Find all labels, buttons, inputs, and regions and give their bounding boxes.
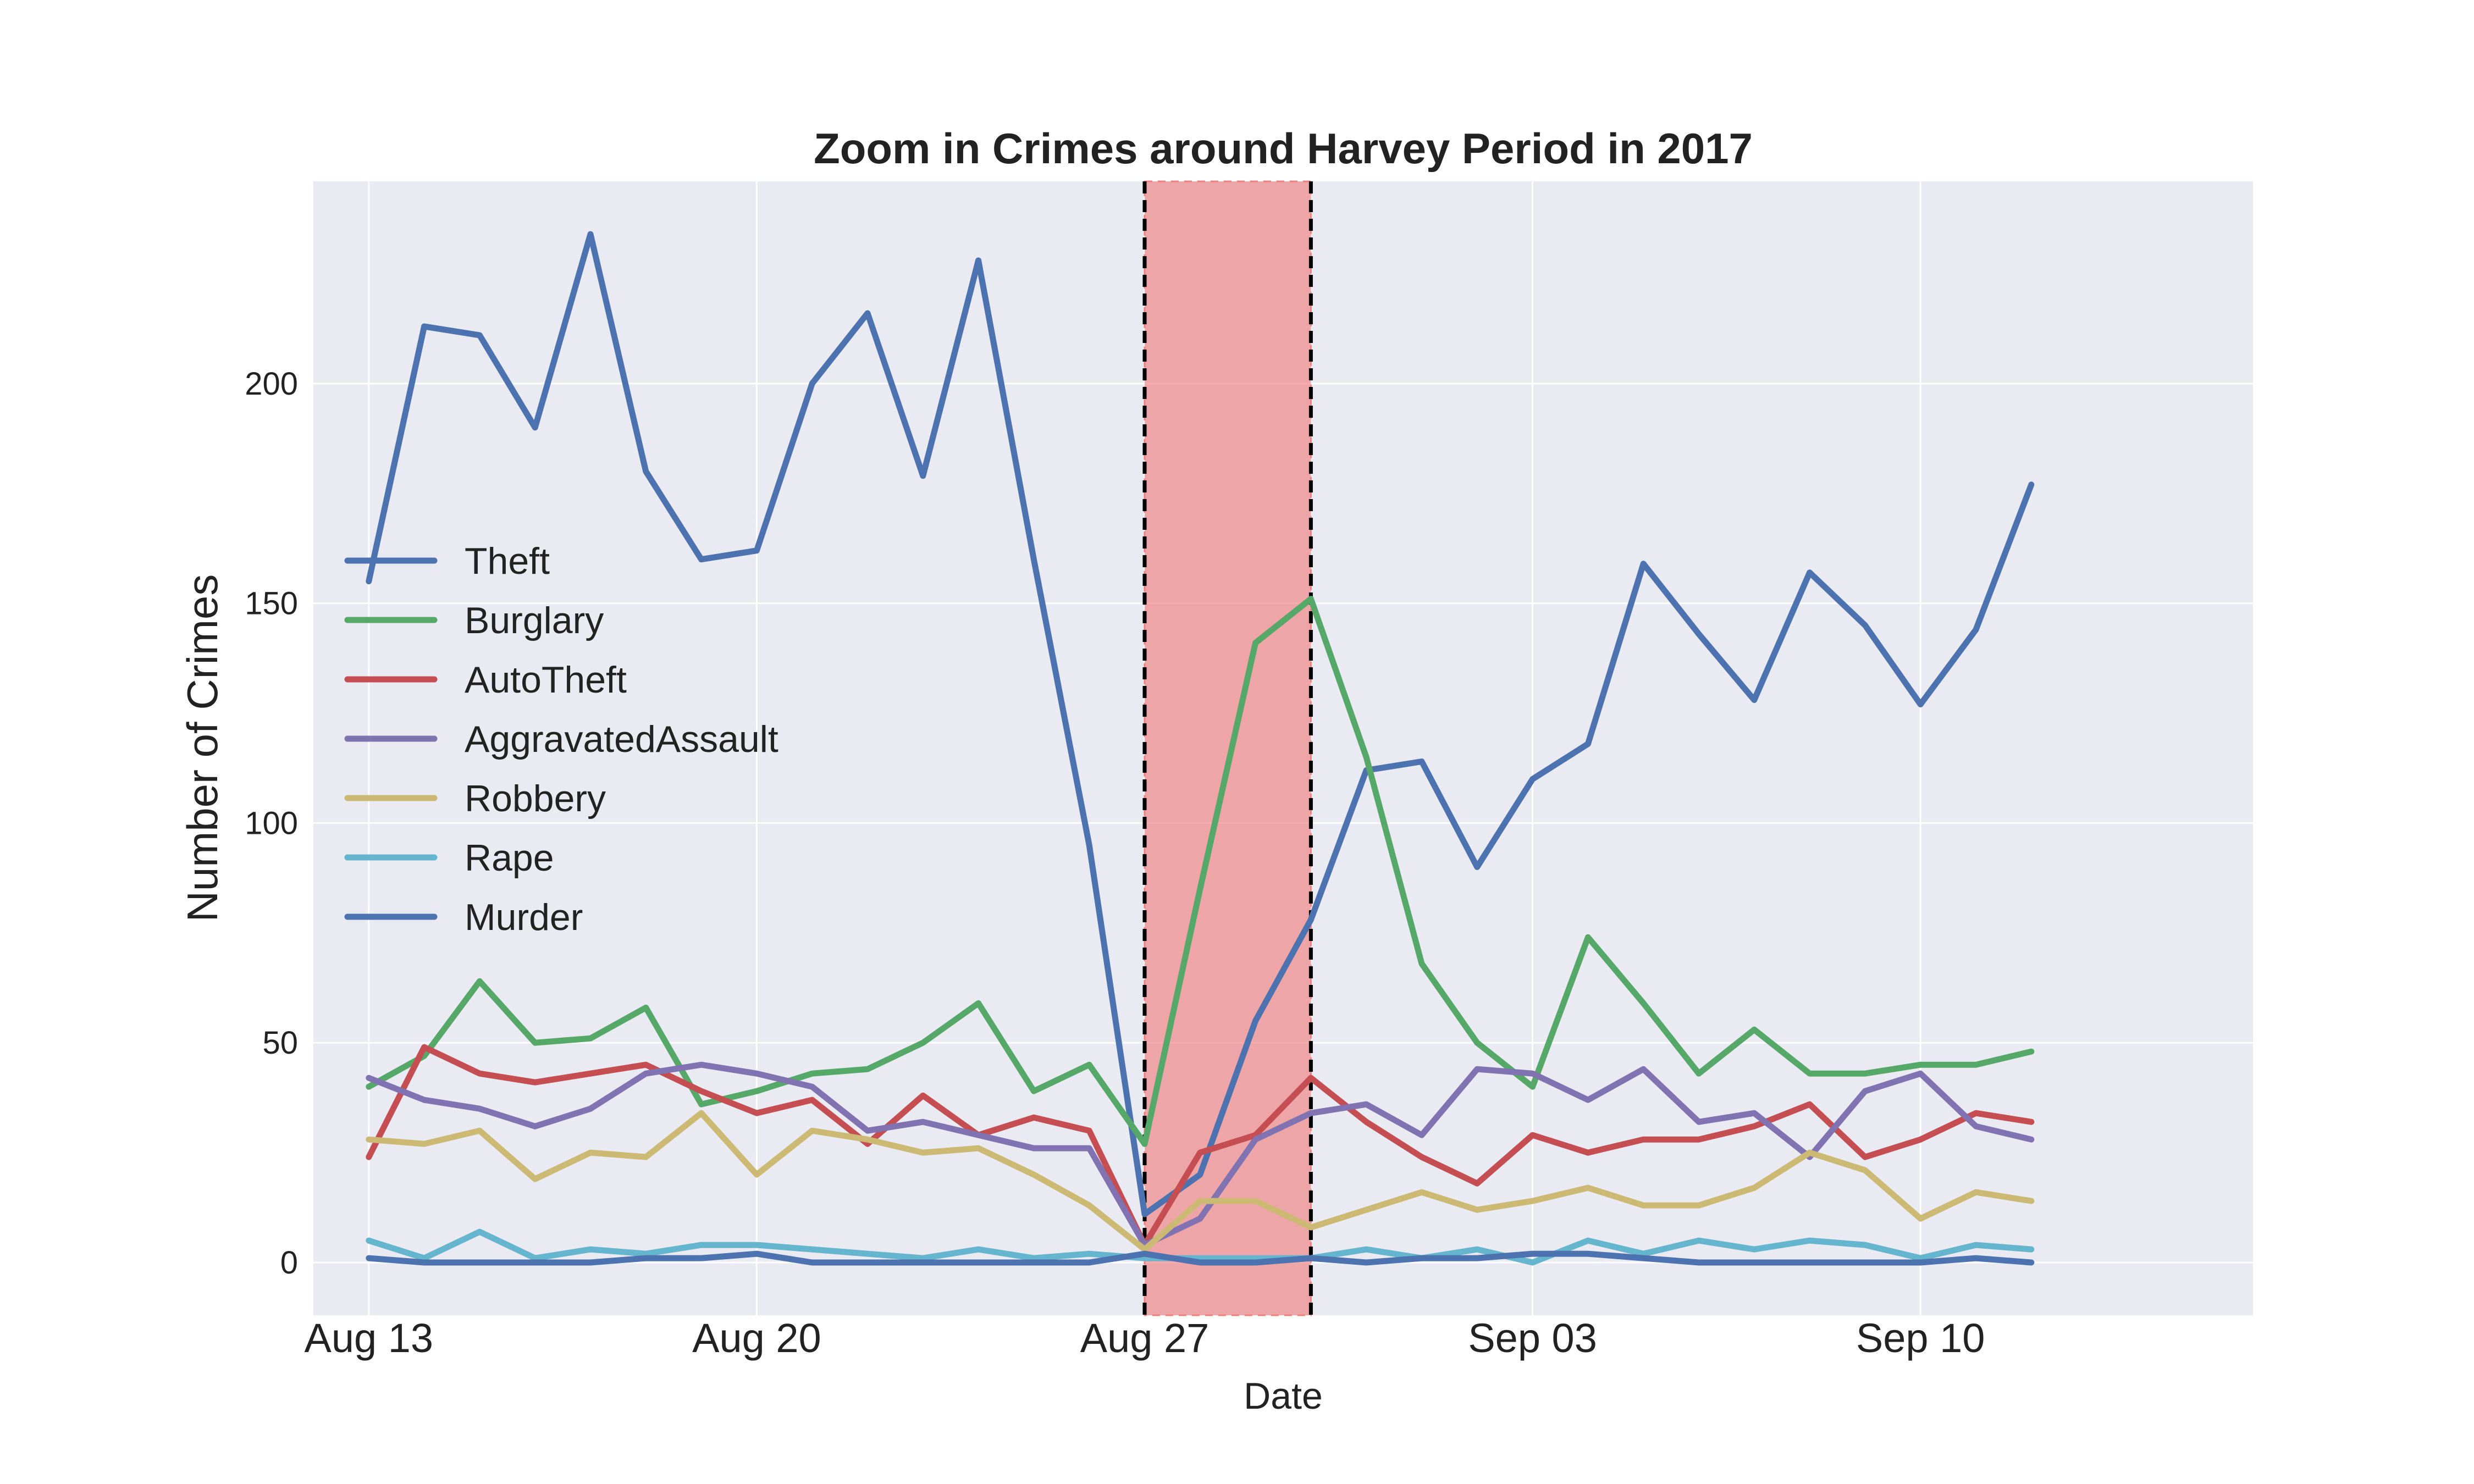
legend-label: AutoTheft — [465, 659, 627, 701]
x-tick-label: Sep 10 — [1856, 1315, 1985, 1361]
x-tick-label: Aug 13 — [305, 1315, 434, 1361]
legend-label: AggravatedAssault — [465, 718, 778, 760]
y-tick-label: 200 — [245, 366, 298, 402]
series-line-murder — [366, 1250, 2035, 1266]
legend-label: Theft — [465, 540, 550, 582]
series-lines — [366, 231, 2035, 1266]
x-axis-label: Date — [1244, 1375, 1323, 1417]
y-tick-label: 100 — [245, 805, 298, 841]
legend-label: Rape — [465, 837, 554, 879]
legend-label: Murder — [465, 896, 583, 938]
y-tick-label: 0 — [280, 1245, 298, 1281]
x-tick-labels: Aug 13 Aug 20 Aug 27 Sep 03 Sep 10 — [305, 1315, 1985, 1361]
x-tick-label: Aug 27 — [1080, 1315, 1210, 1361]
series-line-burglary — [366, 596, 2035, 1147]
series-line-aggravatedassault — [366, 1061, 2035, 1248]
legend-label: Robbery — [465, 778, 606, 819]
y-axis-label: Number of Crimes — [178, 574, 227, 922]
series-line-robbery — [366, 1110, 2035, 1253]
y-tick-label: 150 — [245, 586, 298, 622]
series-line-theft — [366, 231, 2035, 1217]
x-tick-label: Sep 03 — [1468, 1315, 1597, 1361]
series-line-rape — [366, 1228, 2035, 1266]
legend: Theft Burglary AutoTheft AggravatedAssault R… — [344, 540, 778, 938]
legend-label: Burglary — [465, 600, 604, 641]
chart-title: Zoom in Crimes around Harvey Period in 2… — [814, 124, 1753, 173]
x-tick-label: Aug 20 — [692, 1315, 821, 1361]
series-line-autotheft — [366, 1044, 2035, 1248]
y-tick-labels: 0 50 100 150 200 — [245, 366, 298, 1281]
y-tick-label: 50 — [262, 1025, 298, 1061]
